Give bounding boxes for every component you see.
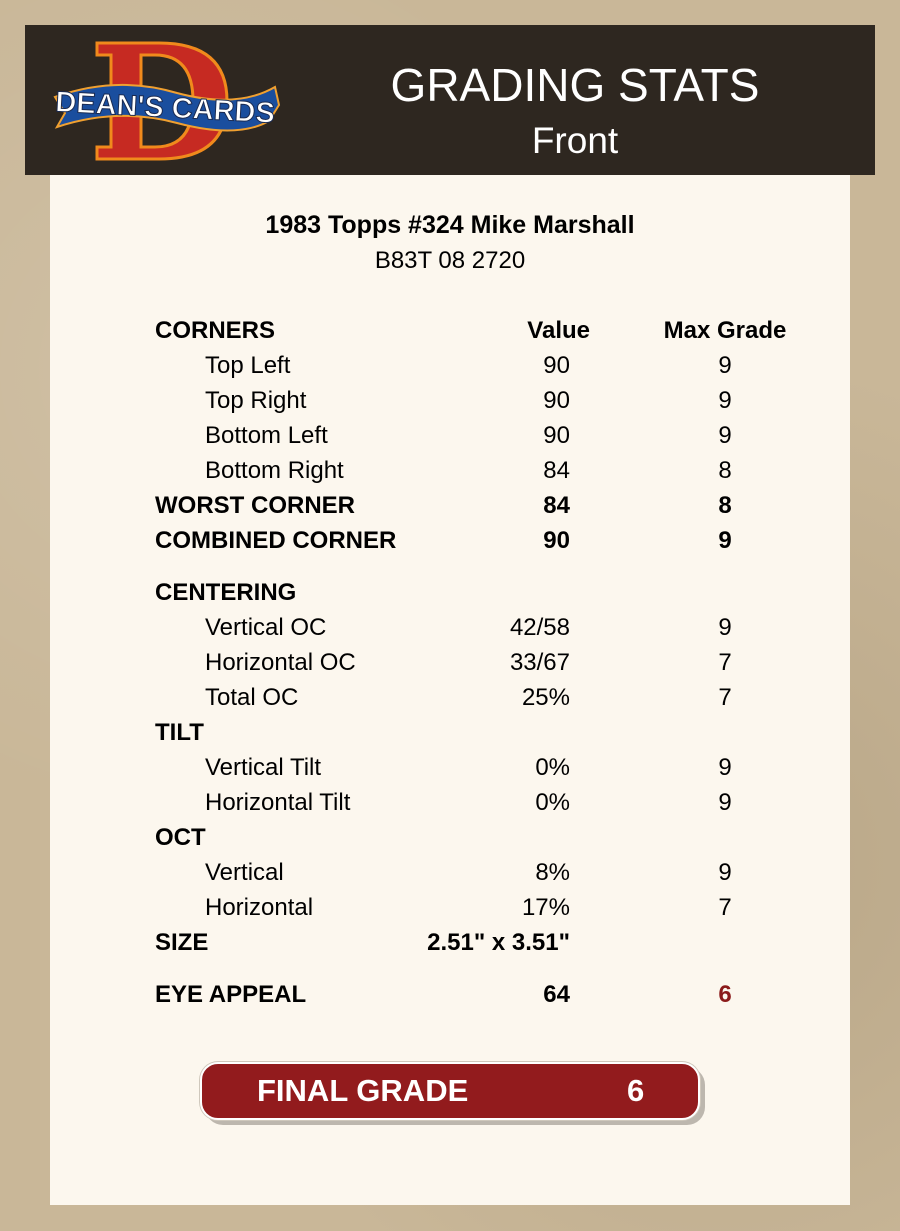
row-label: Top Right: [205, 387, 307, 414]
row-max-grade: 9: [718, 527, 732, 554]
row-label: COMBINED CORNER: [155, 527, 397, 554]
row-max-grade: 9: [718, 387, 732, 414]
row-label: OCT: [155, 824, 206, 851]
table-row: Horizontal Tilt 0% 9: [50, 785, 850, 820]
row-max-grade: 9: [718, 859, 732, 886]
row-value: 8%: [535, 859, 570, 886]
row-value: 84: [543, 492, 570, 519]
row-max-grade: 6: [718, 981, 732, 1008]
row-label: Top Left: [205, 352, 291, 379]
row-value: 90: [543, 387, 570, 414]
row-label: WORST CORNER: [155, 492, 355, 519]
row-label: SIZE: [155, 929, 209, 956]
table-row: Horizontal 17% 7: [50, 890, 850, 925]
svg-text:DEAN'S CARDS: DEAN'S CARDS: [55, 86, 276, 129]
page-subtitle: Front: [531, 120, 619, 161]
table-row: Total OC 25% 7: [50, 680, 850, 715]
row-label: Vertical: [205, 859, 284, 886]
table-row: Bottom Left 90 9: [50, 418, 850, 453]
grading-table: CORNERS Value Max Grade Top Left 90 9 Top R…: [50, 313, 850, 1012]
row-label: Horizontal: [205, 894, 314, 921]
row-label: Horizontal Tilt: [205, 789, 351, 816]
row-max-grade: 8: [718, 457, 732, 484]
table-row: Horizontal OC 33/67 7: [50, 645, 850, 680]
row-value: 0%: [535, 789, 570, 816]
row-value: 90: [543, 527, 570, 554]
row-max-grade: 7: [718, 684, 732, 711]
deans-cards-logo: DEAN'S CARDS: [53, 41, 281, 161]
table-row: CENTERING: [50, 575, 850, 610]
row-value: 90: [543, 422, 570, 449]
row-value: 17%: [521, 894, 570, 921]
table-row: WORST CORNER 84 8: [50, 488, 850, 523]
row-value: 25%: [521, 684, 570, 711]
row-label: CORNERS: [155, 317, 276, 344]
final-grade-badge: FINAL GRADE 6: [200, 1062, 700, 1120]
row-value: 33/67: [509, 649, 570, 676]
table-row: Vertical Tilt 0% 9: [50, 750, 850, 785]
table-header-row: CORNERS Value Max Grade: [50, 313, 850, 348]
row-label: Bottom Left: [205, 422, 328, 449]
value-column-header: Value: [527, 317, 590, 344]
row-value: 90: [543, 352, 570, 379]
table-row: Vertical 8% 9: [50, 855, 850, 890]
final-grade-label: FINAL GRADE: [257, 1073, 469, 1108]
table-row: EYE APPEAL 64 6: [50, 977, 850, 1012]
row-label: TILT: [155, 719, 204, 746]
row-label: Vertical OC: [205, 614, 327, 641]
row-max-grade: 9: [718, 754, 732, 781]
row-value: 42/58: [509, 614, 570, 641]
table-row: SIZE 2.51" x 3.51": [50, 925, 850, 960]
page-title: GRADING STATS: [390, 59, 760, 111]
card-title: 1983 Topps #324 Mike Marshall: [265, 211, 635, 239]
row-value: 0%: [535, 754, 570, 781]
table-row: OCT: [50, 820, 850, 855]
row-max-grade: 9: [718, 614, 732, 641]
max-grade-column-header: Max Grade: [663, 317, 787, 344]
row-max-grade: 8: [718, 492, 732, 519]
row-max-grade: 9: [718, 789, 732, 816]
row-max-grade: 9: [718, 352, 732, 379]
row-max-grade: 9: [718, 422, 732, 449]
row-label: Horizontal OC: [205, 649, 356, 676]
row-value: 2.51" x 3.51": [427, 929, 570, 956]
row-label: CENTERING: [155, 579, 297, 606]
header-bar: DEAN'S CARDS GRADING STATS Front: [25, 25, 875, 175]
row-label: Bottom Right: [205, 457, 344, 484]
row-label: EYE APPEAL: [155, 981, 307, 1008]
final-grade-value: 6: [627, 1073, 645, 1108]
row-max-grade: 7: [718, 894, 732, 921]
row-label: Total OC: [205, 684, 299, 711]
stats-card: 1983 Topps #324 Mike Marshall B83T 08 27…: [50, 175, 850, 1205]
table-row: TILT: [50, 715, 850, 750]
row-value: 84: [543, 457, 570, 484]
row-max-grade: 7: [718, 649, 732, 676]
table-row: Top Left 90 9: [50, 348, 850, 383]
table-row: Bottom Right 84 8: [50, 453, 850, 488]
row-value: 64: [543, 981, 570, 1008]
table-row: Top Right 90 9: [50, 383, 850, 418]
row-label: Vertical Tilt: [205, 754, 322, 781]
card-code: B83T 08 2720: [374, 247, 526, 274]
table-row: Vertical OC 42/58 9: [50, 610, 850, 645]
table-row: COMBINED CORNER 90 9: [50, 523, 850, 558]
